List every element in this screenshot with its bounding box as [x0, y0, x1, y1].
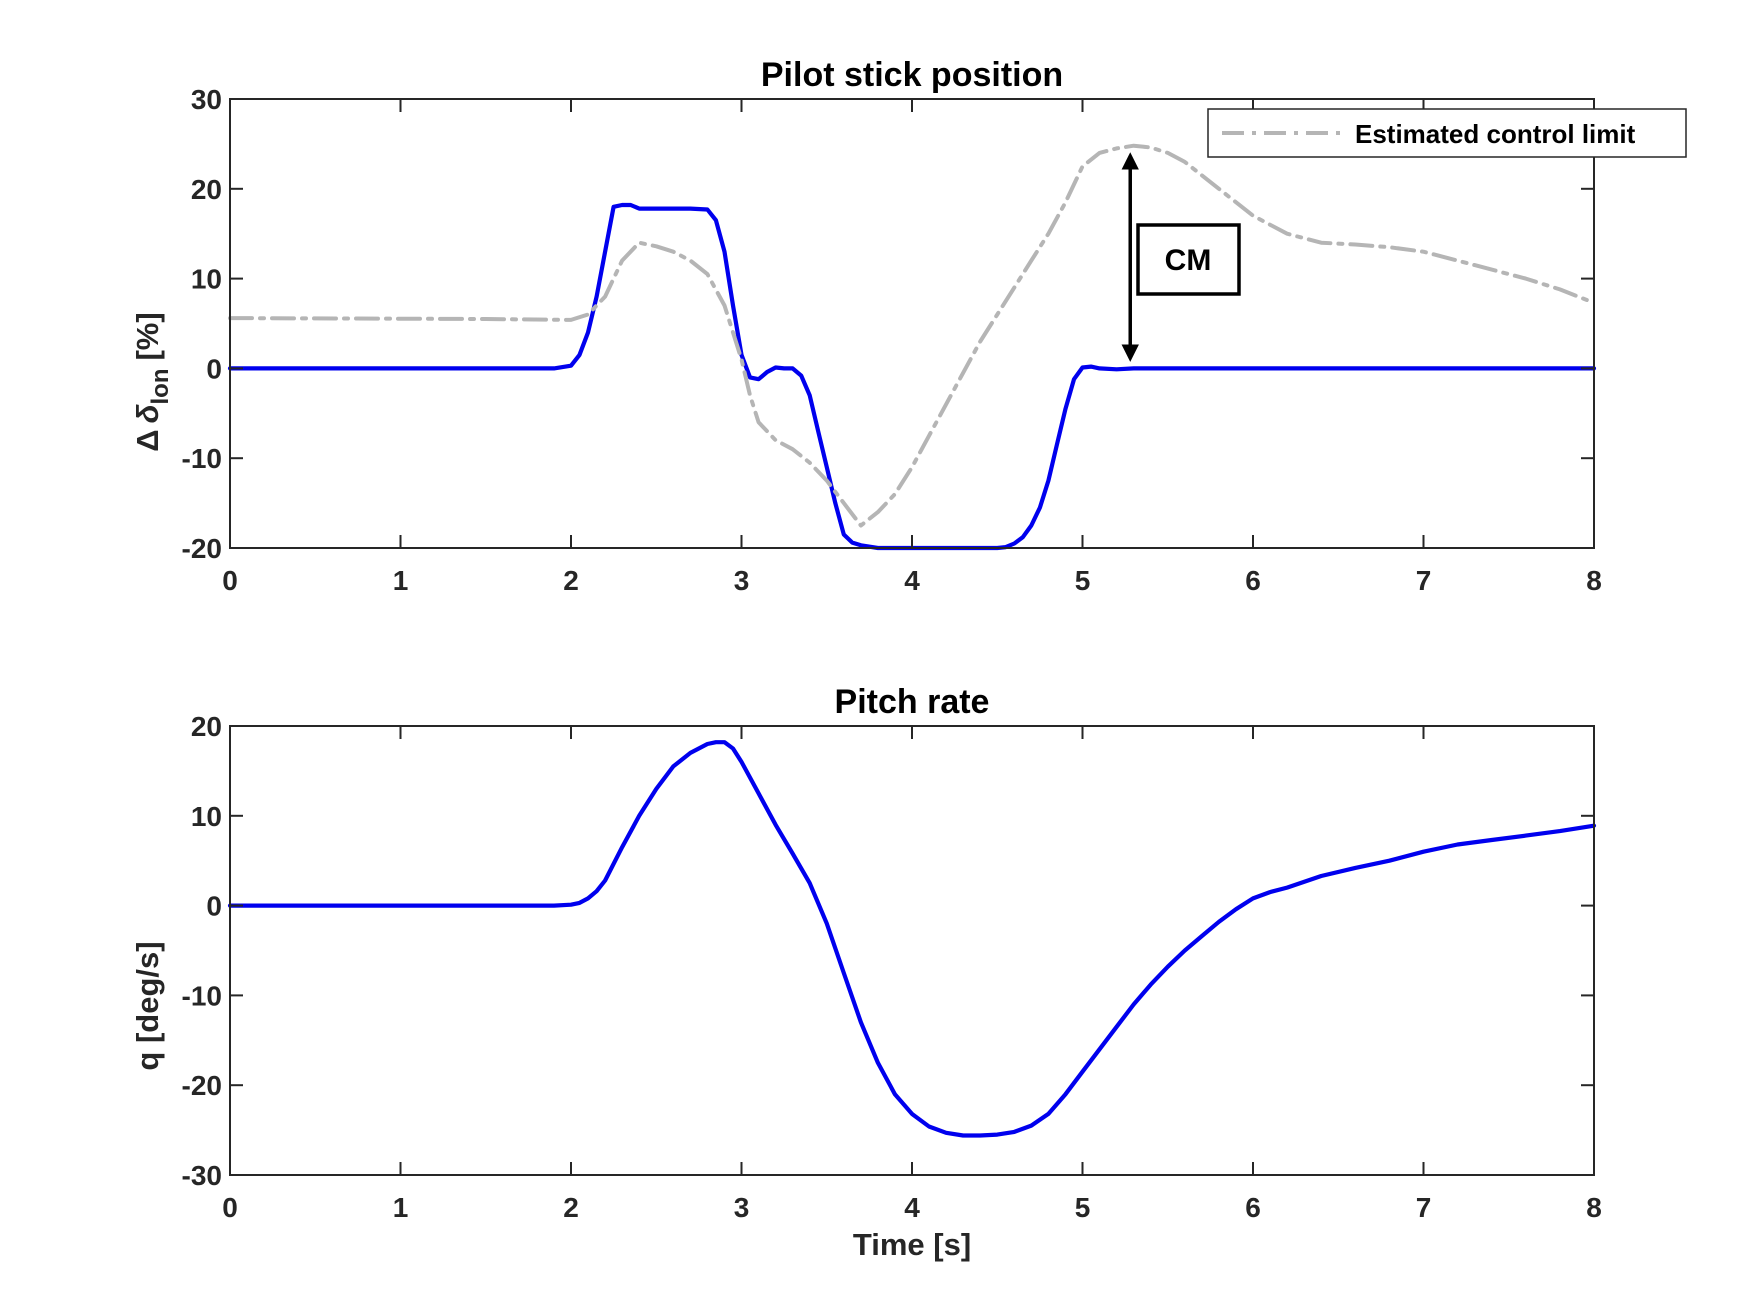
stick-y-label-subscript: lon [147, 369, 174, 405]
pitch-y-tick-label: -10 [182, 980, 222, 1011]
pitch-y-tick-label: -30 [182, 1160, 222, 1191]
stick-x-tick-label: 4 [904, 565, 920, 596]
pitch-y-tick-label: 0 [206, 891, 222, 922]
stick-y-tick-label: 20 [191, 174, 222, 205]
pitch-ticks: 0 1 2 3 4 5 6 7 8 -30 -20 -10 0 10 20 [182, 711, 1602, 1223]
stick-x-tick-label: 1 [393, 565, 409, 596]
cm-label: CM [1165, 244, 1212, 277]
stick-y-axis-label: Δδlon [%] [130, 312, 174, 451]
stick-x-tick-label: 8 [1586, 565, 1602, 596]
stick-y-tick-label: 0 [206, 353, 222, 384]
cm-annotation: CM [1121, 152, 1241, 362]
pitch-x-tick-label: 2 [563, 1192, 579, 1223]
stick-series-limit [228, 143, 1596, 528]
pitch-x-tick-label: 0 [222, 1192, 238, 1223]
pitch-series-layer [227, 740, 1597, 1138]
pitch-chart-title: Pitch rate [835, 683, 990, 721]
pitch-y-axis-label: q [deg/s] [130, 941, 165, 1070]
pitch-x-tick-label: 7 [1416, 1192, 1432, 1223]
pitch-y-tick-label: 10 [191, 801, 222, 832]
pitch-rate-panel: Pitch rate 0 1 2 3 4 5 6 7 8 -30 -20 -10 0 10 20 q [de… [130, 683, 1602, 1262]
pitch-series-pitch [227, 740, 1597, 1138]
pitch-x-tick-label: 1 [393, 1192, 409, 1223]
stick-plot-frame [229, 98, 1595, 549]
stick-series-layer [227, 143, 1597, 551]
pitch-y-tick-label: -20 [182, 1070, 222, 1101]
pitch-x-tick-label: 6 [1245, 1192, 1261, 1223]
stick-x-tick-label: 2 [563, 565, 579, 596]
stick-x-tick-label: 0 [222, 565, 238, 596]
pitch-x-tick-label: 4 [904, 1192, 920, 1223]
stick-x-tick-label: 7 [1416, 565, 1432, 596]
stick-legend: Estimated control limit [1207, 108, 1687, 158]
stick-ticks: 0 1 2 3 4 5 6 7 8 -20 -10 0 10 20 30 [182, 84, 1602, 596]
legend-box [1207, 108, 1687, 158]
stick-y-tick-label: -20 [182, 533, 222, 564]
pitch-x-axis-label: Time [s] [853, 1227, 971, 1262]
stick-x-tick-label: 5 [1075, 565, 1091, 596]
pitch-x-tick-label: 3 [734, 1192, 750, 1223]
stick-y-label-delta-symbol: δ [130, 404, 165, 423]
cm-label-box [1136, 223, 1241, 296]
stick-y-label-unit: [%] [130, 312, 165, 360]
stick-y-tick-label: 30 [191, 84, 222, 115]
stick-position-panel: Pilot stick position 0 1 2 3 4 5 6 7 8 -20 -10 0 10 2… [130, 56, 1687, 596]
stick-x-tick-label: 3 [734, 565, 750, 596]
stick-y-tick-label: 10 [191, 264, 222, 295]
pitch-x-tick-label: 5 [1075, 1192, 1091, 1223]
stick-y-label-delta: Δ [130, 429, 165, 451]
stick-x-tick-label: 6 [1245, 565, 1261, 596]
pitch-plot-frame [229, 725, 1595, 1176]
pitch-x-tick-label: 8 [1586, 1192, 1602, 1223]
stick-chart-title: Pilot stick position [761, 56, 1063, 94]
pitch-y-tick-label: 20 [191, 711, 222, 742]
legend-label-estimated-control-limit: Estimated control limit [1355, 119, 1636, 149]
stick-series-stick [227, 202, 1597, 551]
stick-y-tick-label: -10 [182, 443, 222, 474]
